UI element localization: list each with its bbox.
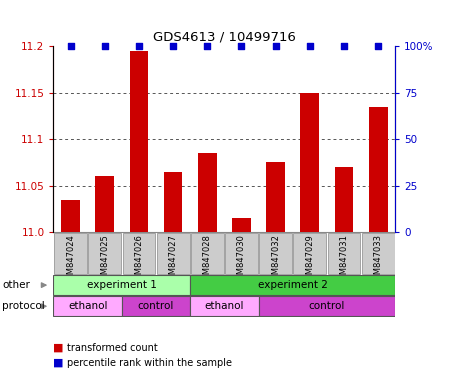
Text: ■: ■ [53,358,64,368]
FancyBboxPatch shape [122,233,155,274]
Text: experiment 2: experiment 2 [258,280,328,290]
Point [340,43,348,49]
Text: GSM847027: GSM847027 [169,234,178,285]
Point [272,43,279,49]
Text: ethanol: ethanol [68,301,107,311]
FancyBboxPatch shape [53,296,122,316]
Text: ethanol: ethanol [205,301,244,311]
Bar [266,162,285,232]
FancyBboxPatch shape [327,233,360,274]
Bar [232,218,251,232]
Bar [61,200,80,232]
Point [306,43,313,49]
Text: transformed count: transformed count [67,343,158,353]
FancyBboxPatch shape [259,233,292,274]
Point [238,43,245,49]
Text: GSM847024: GSM847024 [66,234,75,285]
Text: protocol: protocol [2,301,45,311]
Bar [95,176,114,232]
FancyBboxPatch shape [362,233,395,274]
Text: control: control [309,301,345,311]
Title: GDS4613 / 10499716: GDS4613 / 10499716 [153,30,296,43]
FancyBboxPatch shape [190,275,395,295]
FancyBboxPatch shape [259,296,395,316]
Point [67,43,74,49]
Text: GSM847026: GSM847026 [134,234,143,285]
FancyBboxPatch shape [53,275,190,295]
Text: GSM847030: GSM847030 [237,234,246,285]
Text: GSM847028: GSM847028 [203,234,212,285]
Bar [300,93,319,232]
Text: control: control [138,301,174,311]
FancyBboxPatch shape [122,296,190,316]
Bar [164,172,182,232]
Text: GSM847033: GSM847033 [374,234,383,285]
Point [204,43,211,49]
FancyBboxPatch shape [54,233,87,274]
Point [135,43,143,49]
Bar [130,51,148,232]
Text: other: other [2,280,30,290]
Bar [335,167,353,232]
FancyBboxPatch shape [293,233,326,274]
Text: GSM847025: GSM847025 [100,234,109,285]
FancyBboxPatch shape [157,233,190,274]
Text: ■: ■ [53,343,64,353]
FancyBboxPatch shape [191,233,224,274]
FancyBboxPatch shape [88,233,121,274]
Text: GSM847032: GSM847032 [271,234,280,285]
FancyBboxPatch shape [190,296,259,316]
FancyBboxPatch shape [225,233,258,274]
Bar [198,153,217,232]
Text: GSM847031: GSM847031 [339,234,348,285]
Point [101,43,108,49]
Text: GSM847029: GSM847029 [306,234,314,285]
Point [374,43,382,49]
Text: experiment 1: experiment 1 [87,280,157,290]
Text: percentile rank within the sample: percentile rank within the sample [67,358,232,368]
Point [169,43,177,49]
Bar [369,107,387,232]
